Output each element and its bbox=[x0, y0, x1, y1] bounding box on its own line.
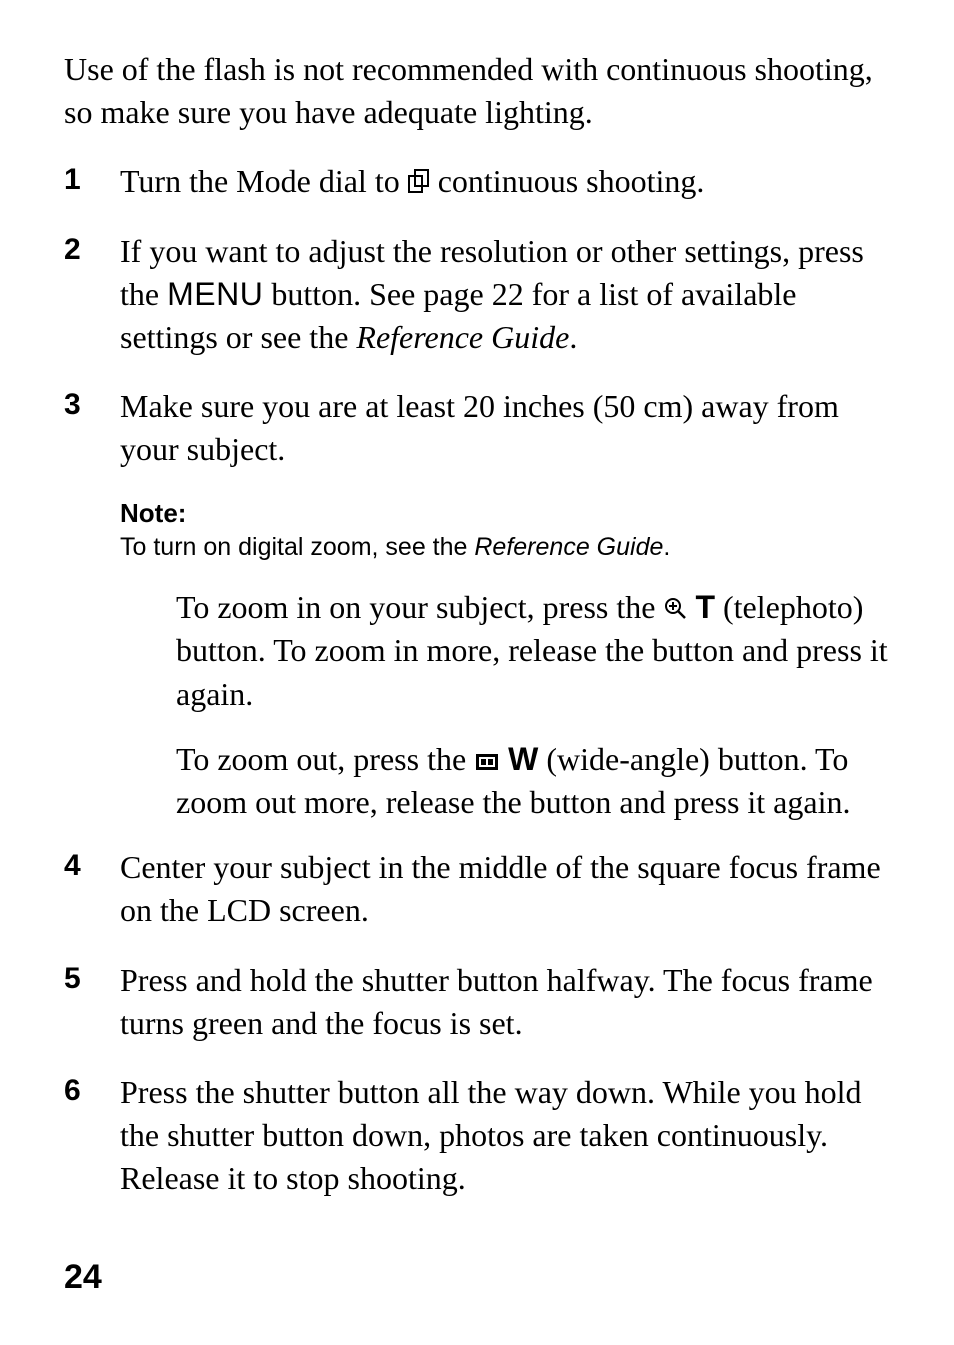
step-number: 6 bbox=[64, 1071, 120, 1201]
note-label: Note: bbox=[120, 498, 890, 529]
step-text-pre: Turn the Mode dial to bbox=[120, 163, 408, 199]
t-label: T bbox=[695, 589, 715, 625]
step-body: Press the shutter button all the way dow… bbox=[120, 1071, 890, 1201]
note-block: Note: To turn on digital zoom, see the R… bbox=[120, 498, 890, 565]
zoom-out-block: To zoom out, press the W (wide-angle) bu… bbox=[176, 738, 890, 824]
step-1: 1 Turn the Mode dial to continuous shoot… bbox=[64, 160, 890, 203]
intro-paragraph: Use of the flash is not recommended with… bbox=[64, 48, 890, 134]
reference-guide-ref: Reference Guide bbox=[356, 319, 569, 355]
continuous-icon bbox=[408, 168, 430, 194]
zoom-out-icon bbox=[474, 752, 500, 772]
step-body: If you want to adjust the resolution or … bbox=[120, 230, 890, 360]
step-number: 3 bbox=[64, 385, 120, 471]
step-3: 3 Make sure you are at least 20 inches (… bbox=[64, 385, 890, 471]
step-body: Press and hold the shutter button halfwa… bbox=[120, 959, 890, 1045]
zoom-in-pre: To zoom in on your subject, press the bbox=[176, 589, 663, 625]
step-number: 1 bbox=[64, 160, 120, 203]
step-4: 4 Center your subject in the middle of t… bbox=[64, 846, 890, 932]
zoom-out-pre: To zoom out, press the bbox=[176, 741, 474, 777]
zoom-in-block: To zoom in on your subject, press the T … bbox=[176, 586, 890, 716]
step-6: 6 Press the shutter button all the way d… bbox=[64, 1071, 890, 1201]
step-body: Make sure you are at least 20 inches (50… bbox=[120, 385, 890, 471]
note-text: To turn on digital zoom, see the Referen… bbox=[120, 531, 890, 565]
step-body: Center your subject in the middle of the… bbox=[120, 846, 890, 932]
step-5: 5 Press and hold the shutter button half… bbox=[64, 959, 890, 1045]
page-number: 24 bbox=[64, 1258, 102, 1297]
step-text-post: continuous shooting. bbox=[430, 163, 705, 199]
note-pre: To turn on digital zoom, see the bbox=[120, 533, 474, 561]
step-body: Turn the Mode dial to continuous shootin… bbox=[120, 160, 890, 203]
step-2: 2 If you want to adjust the resolution o… bbox=[64, 230, 890, 360]
note-post: . bbox=[663, 533, 670, 561]
step-number: 5 bbox=[64, 959, 120, 1045]
w-label: W bbox=[508, 741, 538, 777]
zoom-in-icon bbox=[663, 596, 687, 620]
step-text-c: . bbox=[569, 319, 577, 355]
step-number: 4 bbox=[64, 846, 120, 932]
step-number: 2 bbox=[64, 230, 120, 360]
menu-label: MENU bbox=[167, 276, 263, 312]
reference-guide-ref: Reference Guide bbox=[474, 533, 663, 561]
